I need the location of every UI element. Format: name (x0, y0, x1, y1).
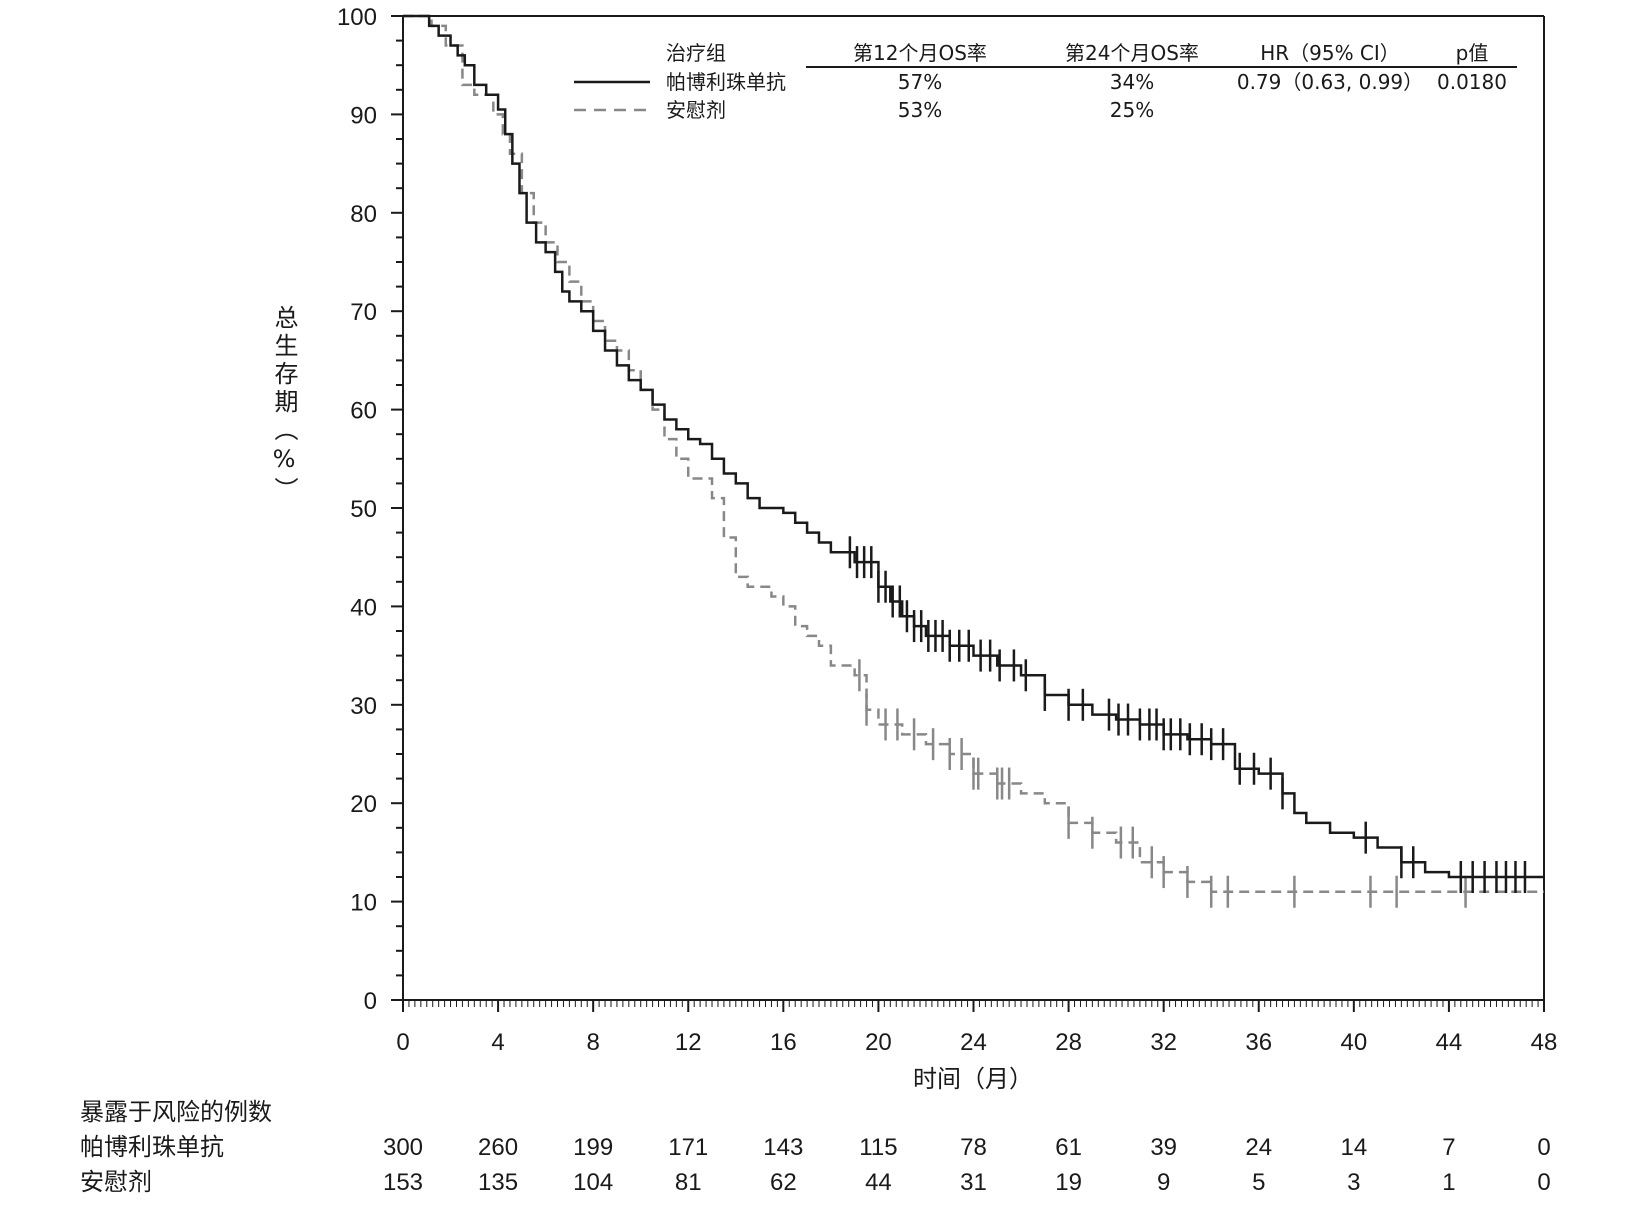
curve-placebo (403, 14, 1544, 894)
risk-value-pembrolizumab: 260 (478, 1134, 518, 1161)
risk-value-placebo: 81 (675, 1169, 702, 1196)
legend-row-pembrolizumab-group: 帕博利珠单抗 (666, 70, 786, 94)
series-layer (403, 14, 1544, 908)
risk-value-placebo: 9 (1157, 1169, 1170, 1196)
x-axis-title: 时间（月） (913, 1065, 1033, 1093)
risk-value-pembrolizumab: 7 (1442, 1134, 1455, 1161)
x-tick-label: 48 (1531, 1029, 1558, 1056)
y-tick-label: 100 (337, 4, 377, 31)
legend-row-pembrolizumab-p: 0.0180 (1437, 70, 1507, 94)
legend-row-placebo-group: 安慰剂 (666, 98, 726, 122)
risk-value-pembrolizumab: 24 (1245, 1134, 1272, 1161)
y-tick-label: 60 (350, 398, 377, 425)
y-tick-label: 90 (350, 102, 377, 129)
x-tick-label: 20 (865, 1029, 892, 1056)
legend-header-hr: HR（95% CI） (1260, 41, 1400, 65)
y-ticks: 0 10 20 30 40 50 60 70 80 90 100 (337, 4, 403, 1015)
legend-row-pembrolizumab-hr: 0.79（0.63, 0.99） (1237, 70, 1423, 94)
x-tick-label: 40 (1340, 1029, 1367, 1056)
risk-value-pembrolizumab: 61 (1055, 1134, 1082, 1161)
curve-pembrolizumab (403, 14, 1544, 879)
y-tick-label: 30 (350, 693, 377, 720)
legend-header-group: 治疗组 (666, 41, 726, 65)
risk-value-pembrolizumab: 199 (573, 1134, 613, 1161)
risk-value-placebo: 19 (1055, 1169, 1082, 1196)
risk-table: 暴露于风险的例数 帕博利珠单抗 安慰剂 300 260 199 171 143 115 78… (80, 1098, 1551, 1196)
risk-value-placebo: 44 (865, 1169, 892, 1196)
x-tick-label: 24 (960, 1029, 987, 1056)
legend-row-pembrolizumab-os24: 34% (1110, 70, 1154, 94)
legend-header-p: p值 (1456, 41, 1489, 65)
x-tick-label: 44 (1436, 1029, 1463, 1056)
x-tick-label: 16 (770, 1029, 797, 1056)
risk-value-pembrolizumab: 0 (1537, 1134, 1550, 1161)
x-tick-label: 32 (1150, 1029, 1177, 1056)
risk-value-placebo: 31 (960, 1169, 987, 1196)
y-tick-label: 50 (350, 496, 377, 523)
risk-value-placebo: 3 (1347, 1169, 1360, 1196)
risk-value-placebo: 1 (1442, 1169, 1455, 1196)
risk-row-label-pembrolizumab: 帕博利珠单抗 (80, 1133, 224, 1161)
y-axis-title: 总生存期（%） (270, 305, 298, 505)
y-tick-label: 70 (350, 299, 377, 326)
risk-table-title: 暴露于风险的例数 (80, 1098, 272, 1126)
risk-value-pembrolizumab: 143 (763, 1134, 803, 1161)
risk-value-placebo: 135 (478, 1169, 518, 1196)
risk-value-pembrolizumab: 14 (1340, 1134, 1367, 1161)
x-tick-label: 4 (491, 1029, 504, 1056)
risk-value-pembrolizumab: 78 (960, 1134, 987, 1161)
x-tick-label: 12 (675, 1029, 702, 1056)
risk-value-pembrolizumab: 300 (383, 1134, 423, 1161)
x-tick-label: 8 (586, 1029, 599, 1056)
risk-value-placebo: 5 (1252, 1169, 1265, 1196)
y-tick-label: 40 (350, 594, 377, 621)
legend-row-placebo-os24: 25% (1110, 98, 1154, 122)
risk-value-placebo: 62 (770, 1169, 797, 1196)
risk-row-label-placebo: 安慰剂 (80, 1168, 152, 1196)
risk-value-placebo: 104 (573, 1169, 613, 1196)
risk-value-placebo: 153 (383, 1169, 423, 1196)
risk-value-pembrolizumab: 115 (859, 1134, 897, 1161)
legend-header-os12: 第12个月OS率 (853, 41, 987, 65)
x-ticks: 0 4 8 12 16 20 24 28 32 36 40 44 48 (396, 1000, 1557, 1056)
x-tick-label: 36 (1245, 1029, 1272, 1056)
y-tick-label: 10 (350, 890, 377, 917)
y-tick-label: 0 (364, 988, 377, 1015)
legend-row-pembrolizumab-os12: 57% (898, 70, 942, 94)
plot-frame (402, 15, 1545, 1001)
risk-value-pembrolizumab: 171 (668, 1134, 708, 1161)
legend-header-os24: 第24个月OS率 (1065, 41, 1199, 65)
risk-value-pembrolizumab: 39 (1150, 1134, 1177, 1161)
risk-value-placebo: 0 (1537, 1169, 1550, 1196)
legend-row-placebo-os12: 53% (898, 98, 942, 122)
x-tick-label: 0 (396, 1029, 409, 1056)
y-tick-label: 20 (350, 791, 377, 818)
x-tick-label: 28 (1055, 1029, 1082, 1056)
y-tick-label: 80 (350, 201, 377, 228)
legend-table: 治疗组 第12个月OS率 第24个月OS率 HR（95% CI） p值 帕博利珠… (574, 41, 1517, 122)
